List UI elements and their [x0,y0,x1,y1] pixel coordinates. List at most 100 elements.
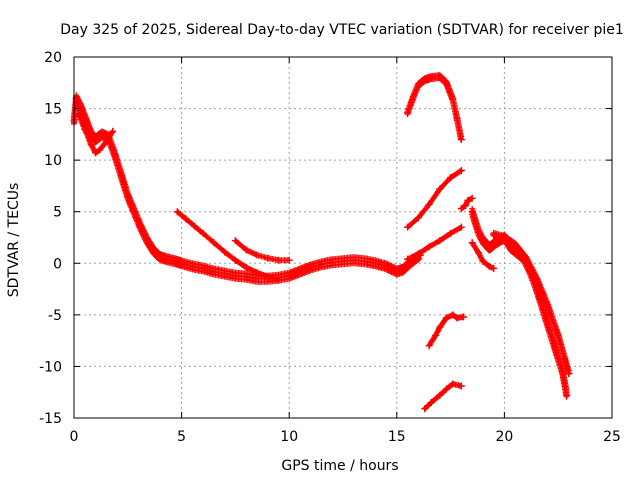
data-point [490,264,498,272]
data-point [199,264,207,272]
data-point [199,229,207,237]
series-track-15h-rise-upper [404,166,465,231]
data-point [425,243,433,251]
data-point [457,382,465,390]
y-tick-label: 15 [44,102,62,118]
data-point [182,215,190,223]
data-point [339,257,347,265]
data-point [285,272,293,280]
data-point [436,391,444,399]
data-point [382,262,390,270]
data-point [436,185,444,193]
data-point [442,79,450,87]
data-point [492,239,500,247]
data-point [552,347,560,355]
data-point [274,276,282,284]
data-point [399,265,407,273]
data-point [285,256,293,264]
data-point [137,223,145,231]
series-markers [71,92,424,285]
data-point [163,255,171,263]
data-point [485,244,493,252]
data-point [449,95,457,103]
data-point [457,136,465,144]
data-point [414,214,422,222]
data-point [264,254,272,262]
data-point [231,237,239,245]
x-axis-title: GPS time / hours [281,458,398,474]
data-point [442,314,450,322]
data-point [449,380,457,388]
data-point [561,354,569,362]
data-point [102,138,110,146]
series-track-15h-rise-lower [404,223,465,263]
data-point [479,257,487,265]
data-point [457,205,465,213]
data-point [111,151,119,159]
data-point [453,115,461,123]
data-point [436,73,444,81]
data-point [457,223,465,231]
grid-lines [74,57,612,418]
data-point [92,136,100,144]
data-point [468,194,476,202]
data-point [559,368,567,376]
data-point [130,208,138,216]
data-point [156,253,164,261]
data-point [264,273,272,281]
data-point [436,237,444,245]
data-point [457,166,465,174]
data-point [565,370,573,378]
data-point [253,251,261,259]
data-point [427,399,435,407]
data-point [533,275,541,283]
data-point [87,141,95,149]
data-point [462,202,470,210]
data-point [410,91,418,99]
data-point [143,237,151,245]
series-track-16h-dash-low [421,380,465,413]
series-markers [404,72,465,143]
series-markers [404,167,465,231]
x-tick-label: 10 [280,429,298,445]
data-point [464,196,472,204]
data-point [307,263,315,271]
data-point [231,256,239,264]
data-point [468,239,476,247]
data-point [242,246,250,254]
data-point [449,311,457,319]
series-track-19h-descent [468,205,571,400]
data-point [546,326,554,334]
data-point [210,268,218,276]
data-point [442,385,450,393]
data-point [350,256,358,264]
data-point [393,268,401,276]
data-point [554,331,562,339]
x-tick-label: 0 [70,429,79,445]
series-track-19h-branch [468,239,498,272]
data-point [253,269,261,277]
y-tick-label: -15 [39,411,62,427]
data-point [475,228,483,236]
data-point [173,208,181,216]
y-tick-label: -10 [39,359,62,375]
data-point [436,323,444,331]
data-point [539,306,547,314]
data-point [150,247,158,255]
data-point [421,76,429,84]
data-point [328,258,336,266]
data-point [221,248,229,256]
data-point [404,223,412,231]
x-tick-label: 20 [495,429,513,445]
data-point [81,125,89,133]
data-point [171,257,179,265]
data-point [404,255,412,263]
data-point [468,208,476,216]
data-point [296,268,304,276]
x-tick-label: 25 [603,429,621,445]
data-point [414,81,422,89]
y-axis-title: SDTVAR / TECUs [6,183,22,298]
series-track-7p5h [231,237,293,264]
